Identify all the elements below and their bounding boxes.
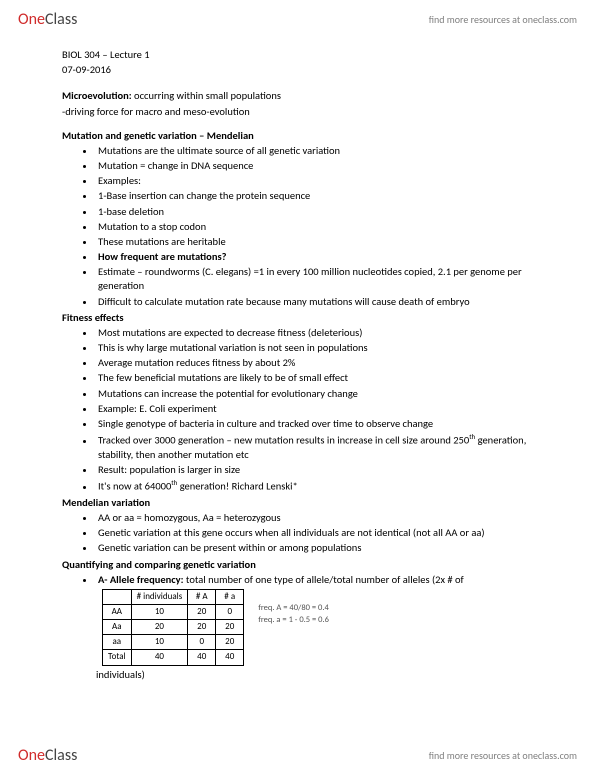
table-head: # A	[188, 589, 216, 604]
document-body: BIOL 304 – Lecture 1 07-09-2016 Microevo…	[0, 34, 595, 682]
freq-a-calc: freq. A = 40/80 = 0.4	[258, 603, 329, 615]
table-cell: 20	[188, 604, 216, 619]
table-cell: AA	[103, 604, 132, 619]
table-head: # a	[216, 589, 244, 604]
table-cell: 20	[216, 635, 244, 650]
list-item: AA or aa = homozygous, Aa = heterozygous	[96, 511, 540, 525]
list-item: A- Allele frequency: total number of one…	[96, 573, 540, 587]
list-item: Tracked over 3000 generation – new mutat…	[96, 432, 540, 462]
section-fitness-title: Fitness effects	[62, 311, 540, 325]
table-cell: 20	[188, 620, 216, 635]
table-cell: 40	[131, 650, 188, 665]
list-item: This is why large mutational variation i…	[96, 341, 540, 355]
page-header: OneClass find more resources at oneclass…	[0, 0, 595, 34]
course-title: BIOL 304 – Lecture 1	[62, 48, 540, 62]
list-item: Genetic variation at this gene occurs wh…	[96, 526, 540, 540]
header-resources-link[interactable]: find more resources at oneclass.com	[429, 13, 577, 26]
list-item: Examples:	[96, 174, 540, 188]
table-cell: 20	[131, 620, 188, 635]
table-row: Aa 20 20 20	[103, 620, 244, 635]
table-row: aa 10 0 20	[103, 635, 244, 650]
brand-logo-footer: OneClass	[18, 746, 77, 765]
list-item: Mutations can increase the potential for…	[96, 387, 540, 401]
logo-text-one: One	[18, 10, 45, 29]
list-item: Mutation to a stop codon	[96, 220, 540, 234]
list-text: generation! Richard Lenski*	[177, 480, 297, 493]
list-item: It's now at 64000th generation! Richard …	[96, 478, 540, 494]
list-item: Most mutations are expected to decrease …	[96, 326, 540, 340]
footer-resources-link[interactable]: find more resources at oneclass.com	[429, 749, 577, 762]
table-cell: 0	[216, 604, 244, 619]
list-item: Estimate – roundworms (C. elegans) =1 in…	[96, 265, 540, 293]
list-item: Mutation = change in DNA sequence	[96, 159, 540, 173]
section-quantifying-title: Quantifying and comparing genetic variat…	[62, 558, 540, 572]
page-footer: OneClass find more resources at oneclass…	[0, 736, 595, 770]
section-mutation-title: Mutation and genetic variation – Mendeli…	[62, 129, 540, 143]
list-item: Difficult to calculate mutation rate bec…	[96, 295, 540, 309]
allele-table-row: # individuals # A # a AA 10 20 0 Aa 20 2…	[62, 589, 540, 666]
lecture-date: 07-09-2016	[62, 63, 540, 77]
logo-text-class: Class	[45, 10, 77, 29]
list-item: Genetic variation can be present within …	[96, 541, 540, 555]
table-cell: aa	[103, 635, 132, 650]
brand-logo: OneClass	[18, 10, 77, 29]
microevolution-def: occurring within small populations	[132, 89, 281, 102]
logo-text-class: Class	[45, 746, 77, 765]
mendelian-list: AA or aa = homozygous, Aa = heterozygous…	[62, 511, 540, 556]
table-cell: Aa	[103, 620, 132, 635]
table-cell: 40	[188, 650, 216, 665]
microevolution-line: Microevolution: occurring within small p…	[62, 89, 540, 103]
allele-frequency-table: # individuals # A # a AA 10 20 0 Aa 20 2…	[102, 589, 244, 666]
table-row: Total 40 40 40	[103, 650, 244, 665]
list-text: Tracked over 3000 generation – new mutat…	[98, 434, 469, 447]
fitness-list: Most mutations are expected to decrease …	[62, 326, 540, 494]
list-item: Single genotype of bacteria in culture a…	[96, 417, 540, 431]
table-head: # individuals	[131, 589, 188, 604]
section-mendelian-title: Mendelian variation	[62, 496, 540, 510]
microevolution-sub: -driving force for macro and meso-evolut…	[62, 105, 540, 119]
mutation-freq-question: How frequent are mutations?	[98, 250, 227, 263]
table-cell: Total	[103, 650, 132, 665]
table-cell: 20	[216, 620, 244, 635]
list-item: 1-base deletion	[96, 205, 540, 219]
allele-freq-def: total number of one type of allele/total…	[184, 573, 464, 586]
list-item: Result: population is larger in size	[96, 463, 540, 477]
table-row: AA 10 20 0	[103, 604, 244, 619]
list-item: How frequent are mutations?	[96, 250, 540, 264]
individuals-closing: individuals)	[62, 668, 540, 682]
table-head	[103, 589, 132, 604]
microevolution-label: Microevolution:	[62, 89, 132, 102]
allele-freq-label: A- Allele frequency:	[98, 573, 184, 586]
list-item: Example: E. Coli experiment	[96, 402, 540, 416]
table-side-calc: freq. A = 40/80 = 0.4 freq. a = 1 - 0.5 …	[244, 589, 329, 627]
table-cell: 10	[131, 604, 188, 619]
freq-a-lower-calc: freq. a = 1 - 0.5 = 0.6	[258, 615, 329, 627]
table-cell: 10	[131, 635, 188, 650]
mutation-list: Mutations are the ultimate source of all…	[62, 144, 540, 309]
list-item: These mutations are heritable	[96, 235, 540, 249]
table-cell: 0	[188, 635, 216, 650]
quantifying-list: A- Allele frequency: total number of one…	[62, 573, 540, 587]
list-text: It's now at 64000	[98, 480, 171, 493]
list-item: Mutations are the ultimate source of all…	[96, 144, 540, 158]
table-cell: 40	[216, 650, 244, 665]
list-item: The few beneficial mutations are likely …	[96, 371, 540, 385]
table-row: # individuals # A # a	[103, 589, 244, 604]
logo-text-one: One	[18, 746, 45, 765]
list-item: Average mutation reduces fitness by abou…	[96, 356, 540, 370]
list-item: 1-Base insertion can change the protein …	[96, 189, 540, 203]
